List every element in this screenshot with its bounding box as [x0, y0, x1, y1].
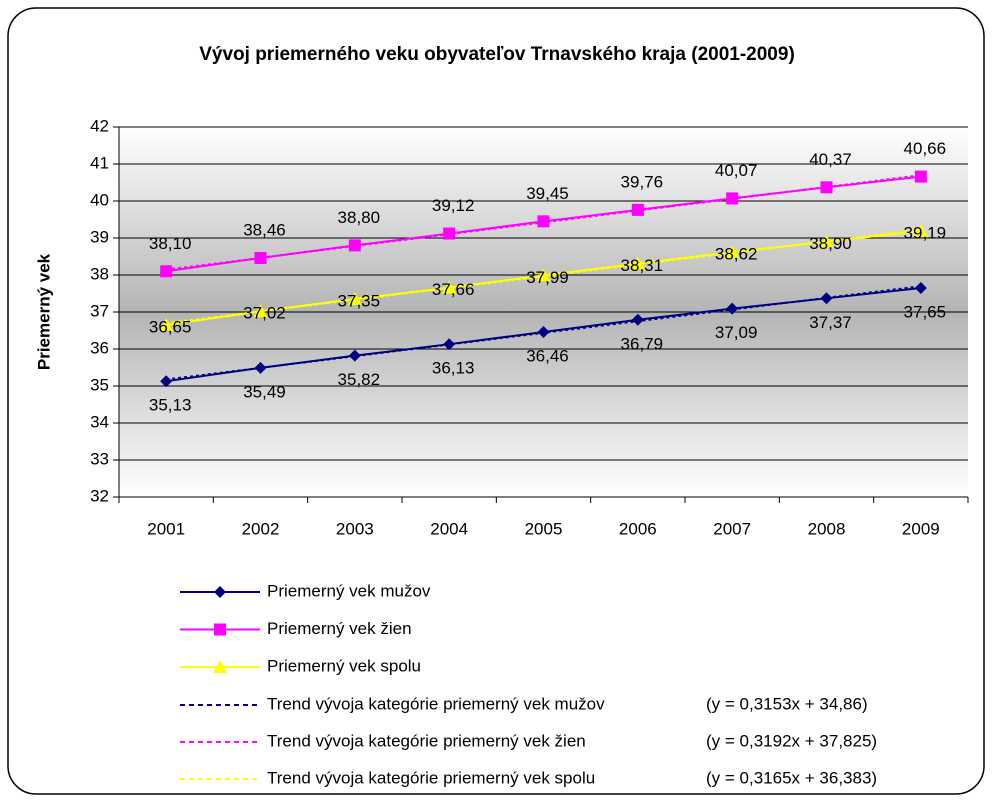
data-label: 36,13 [432, 359, 475, 378]
y-tick-label: 36 [90, 338, 109, 357]
data-point [913, 223, 928, 237]
data-point [537, 325, 550, 338]
legend-marker [213, 660, 227, 673]
data-label: 40,07 [715, 161, 758, 180]
data-point [914, 281, 927, 294]
data-label: 38,31 [621, 256, 664, 275]
data-label: 37,99 [526, 268, 569, 287]
y-tick-label: 38 [90, 264, 109, 283]
data-point [253, 304, 268, 318]
data-point [160, 375, 173, 388]
data-point [348, 349, 361, 362]
data-point [443, 227, 456, 240]
x-tick-label: 2004 [430, 519, 468, 538]
data-label: 38,46 [243, 220, 286, 239]
data-point [536, 268, 551, 282]
data-point [820, 181, 833, 194]
data-point [254, 361, 267, 374]
data-point [630, 256, 645, 270]
x-tick-label: 2005 [525, 519, 563, 538]
data-label: 35,13 [149, 396, 192, 415]
legend-marker [214, 623, 226, 636]
data-point [819, 234, 834, 248]
data-label: 36,79 [621, 334, 664, 353]
legend-label: Priemerný vek spolu [267, 656, 421, 675]
data-point [726, 192, 739, 205]
data-point [631, 313, 644, 326]
data-label: 37,09 [715, 323, 758, 342]
y-tick-label: 39 [90, 227, 109, 246]
x-tick-label: 2008 [808, 519, 846, 538]
x-tick-label: 2001 [147, 519, 185, 538]
data-label: 36,46 [526, 346, 569, 365]
y-tick-label: 34 [90, 412, 109, 431]
data-point [443, 338, 456, 351]
y-tick-label: 41 [90, 153, 109, 172]
data-label: 37,35 [338, 292, 381, 311]
data-label: 37,65 [904, 302, 947, 321]
data-point [348, 239, 361, 252]
data-label: 36,65 [149, 317, 192, 336]
legend-label: Priemerný vek žien [267, 619, 412, 638]
data-point [347, 292, 362, 306]
data-label: 35,49 [243, 382, 286, 401]
x-tick-label: 2002 [242, 519, 280, 538]
data-label: 39,12 [432, 196, 475, 215]
data-label: 37,66 [432, 280, 475, 299]
x-tick-label: 2006 [619, 519, 657, 538]
data-point [159, 317, 174, 331]
data-label: 38,80 [338, 208, 381, 227]
y-tick-label: 32 [90, 486, 109, 505]
data-point [254, 251, 267, 264]
data-point [442, 280, 457, 294]
y-tick-label: 37 [90, 301, 109, 320]
data-label: 39,45 [526, 184, 569, 203]
data-label: 40,37 [809, 150, 852, 169]
data-point [631, 203, 644, 216]
legend-equation: (y = 0,3192x + 37,825) [706, 731, 877, 750]
data-label: 37,37 [809, 313, 852, 332]
legend-equation: (y = 0,3153x + 34,86) [706, 694, 868, 713]
data-label: 38,10 [149, 234, 192, 253]
legend-label: Trend vývoja kategórie priemerný vek muž… [267, 694, 605, 713]
data-label: 39,19 [904, 223, 947, 242]
data-point [820, 292, 833, 305]
y-tick-label: 33 [90, 449, 109, 468]
data-point [537, 215, 550, 228]
y-tick-label: 40 [90, 190, 109, 209]
x-tick-label: 2009 [902, 519, 940, 538]
legend-label: Trend vývoja kategórie priemerný vek spo… [267, 768, 595, 787]
data-label: 37,02 [243, 304, 286, 323]
y-axis-title: Priemerný vek [34, 253, 53, 370]
data-label: 40,66 [904, 139, 947, 158]
y-tick-label: 42 [90, 116, 109, 135]
x-tick-label: 2007 [713, 519, 751, 538]
data-label: 38,62 [715, 245, 758, 264]
data-point [726, 302, 739, 315]
data-point [914, 170, 927, 183]
legend-label: Priemerný vek mužov [267, 581, 431, 600]
chart-title: Vývoj priemerného veku obyvateľov Trnavs… [199, 44, 795, 65]
legend-label: Trend vývoja kategórie priemerný vek žie… [267, 731, 586, 750]
x-tick-label: 2003 [336, 519, 374, 538]
data-point [725, 245, 740, 259]
data-label: 35,82 [338, 370, 381, 389]
legend-marker [214, 586, 226, 598]
y-tick-label: 35 [90, 375, 109, 394]
data-label: 38,90 [809, 234, 852, 253]
data-label: 39,76 [621, 172, 664, 191]
legend-equation: (y = 0,3165x + 36,383) [706, 768, 877, 787]
data-point [160, 265, 173, 278]
